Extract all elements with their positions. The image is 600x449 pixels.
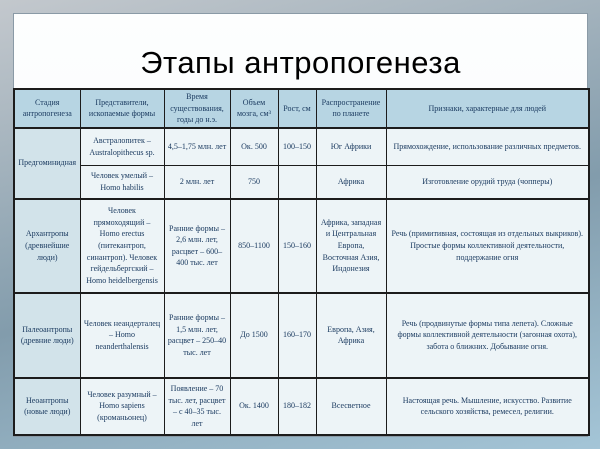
header-stage: Стадия антропогенеза <box>13 88 81 129</box>
cell-brain-volume: 850–1100 <box>229 197 279 294</box>
table-row: Человек умелый – Homo habilis 2 млн. лет… <box>14 165 590 200</box>
cell-features: Речь (примитивная, состоящая из отдельны… <box>385 197 590 294</box>
cell-time: 4,5–1,75 млн. лет <box>163 127 231 167</box>
cell-brain-volume: Ок. 1400 <box>229 376 279 436</box>
cell-distribution: Африка <box>315 165 387 200</box>
header-distribution: Распространение по планете <box>315 88 387 129</box>
cell-stage: Неоантропы (новые люди) <box>13 376 81 436</box>
cell-brain-volume: Ок. 500 <box>229 127 279 167</box>
cell-height: 160–170 <box>277 291 317 379</box>
cell-distribution: Европа, Азия, Африка <box>315 291 387 379</box>
cell-brain-volume: До 1500 <box>229 291 279 379</box>
cell-height <box>277 165 317 200</box>
anthropogenesis-table: Стадия антропогенеза Представители, иско… <box>13 88 590 436</box>
presentation-slide: Этапы антропогенеза Стадия антропогенеза… <box>13 13 590 437</box>
header-height: Рост, см <box>277 88 317 129</box>
cell-height: 180–182 <box>277 376 317 436</box>
cell-brain-volume: 750 <box>229 165 279 200</box>
cell-distribution: Юг Африки <box>315 127 387 167</box>
cell-distribution: Всесветное <box>315 376 387 436</box>
cell-time: Появление – 70 тыс. лет, расцвет – с 40–… <box>163 376 231 436</box>
cell-representatives: Австралопитек – Australopithecus sp. <box>79 127 165 167</box>
table-header-row: Стадия антропогенеза Представители, иско… <box>13 88 590 129</box>
cell-distribution: Африка, западная и Центральная Европа, В… <box>315 197 387 294</box>
cell-features: Речь (продвинутые формы типа лепета). Сл… <box>385 291 590 379</box>
header-time: Время существования, годы до н.э. <box>163 88 231 129</box>
cell-height: 100–150 <box>277 127 317 167</box>
cell-height: 150–160 <box>277 197 317 294</box>
cell-stage: Предгоминидная <box>13 127 81 200</box>
cell-time: 2 млн. лет <box>163 165 231 200</box>
cell-time: Ранние формы – 1,5 млн. лет, расцвет – 2… <box>163 291 231 379</box>
table-row: Предгоминидная Австралопитек – Australop… <box>13 127 590 200</box>
cell-representatives: Человек прямоходящий – Homo erectus (пит… <box>79 197 165 294</box>
cell-features: Прямохождение, использование различных п… <box>385 127 590 167</box>
cell-stage: Архантропы (древнейшие люди) <box>13 197 81 294</box>
page-title: Этапы антропогенеза <box>140 45 461 80</box>
cell-features: Изготовление орудий труда (чопперы) <box>385 165 590 200</box>
table-row: Палеоантропы (древние люди) Человек неан… <box>13 291 590 379</box>
header-brain-volume: Объем мозга, см³ <box>229 88 279 129</box>
table-row: Неоантропы (новые люди) Человек разумный… <box>13 376 590 436</box>
cell-representatives: Человек неандерталец – Homo neanderthale… <box>79 291 165 379</box>
cell-features: Настоящая речь. Мышление, искусство. Раз… <box>385 376 590 436</box>
cell-stage: Палеоантропы (древние люди) <box>13 291 81 379</box>
header-features: Признаки, характерные для людей <box>385 88 590 129</box>
cell-time: Ранние формы – 2,6 млн. лет, расцвет – 6… <box>163 197 231 294</box>
cell-representatives: Человек умелый – Homo habilis <box>79 165 165 200</box>
cell-representatives: Человек разумный – Homo sapiens (кромань… <box>79 376 165 436</box>
table-row: Архантропы (древнейшие люди) Человек пря… <box>13 197 590 294</box>
header-representatives: Представители, ископаемые формы <box>79 88 165 129</box>
